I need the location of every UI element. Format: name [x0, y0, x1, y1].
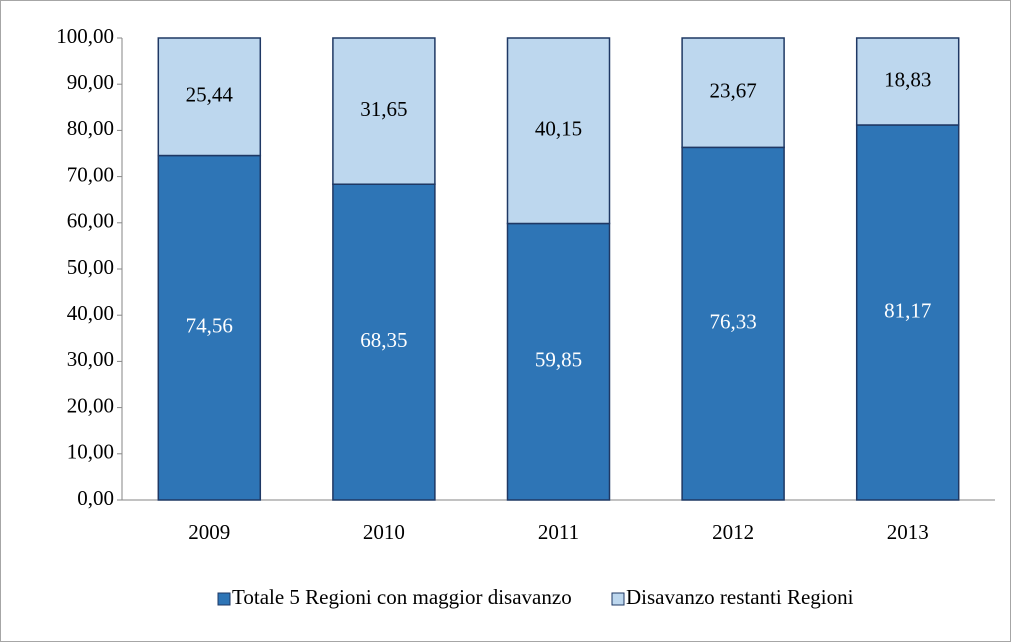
value-label: 68,35: [360, 328, 407, 352]
y-tick-label: 100,00: [56, 24, 114, 48]
value-label: 31,65: [360, 97, 407, 121]
bar-segment: [855, 124, 960, 501]
value-label: 25,44: [186, 83, 234, 107]
bar-segment: [157, 154, 262, 501]
value-label: 74,56: [186, 314, 233, 338]
x-tick-label: 2009: [188, 520, 230, 544]
bar-segment: [681, 37, 785, 149]
value-label: 40,15: [535, 117, 582, 141]
bar-segment: [332, 37, 436, 185]
bar-segment: [157, 37, 262, 157]
bar-segment: [506, 222, 611, 501]
y-tick-label: 90,00: [67, 70, 114, 94]
x-tick-label: 2013: [887, 520, 929, 544]
bar-segment: [332, 183, 436, 501]
bar-segment: [855, 37, 960, 126]
y-tick-label: 30,00: [67, 347, 114, 371]
y-tick-label: 50,00: [67, 255, 114, 279]
value-label: 18,83: [884, 67, 931, 91]
y-tick-label: 60,00: [67, 209, 114, 233]
legend-label: Totale 5 Regioni con maggior disavanzo: [232, 585, 572, 609]
value-label: 81,17: [884, 298, 931, 322]
y-tick-label: 20,00: [67, 393, 114, 417]
bar-segment: [681, 146, 785, 501]
y-tick-label: 70,00: [67, 162, 114, 186]
legend-label: Disavanzo restanti Regioni: [626, 585, 854, 609]
y-tick-label: 10,00: [67, 440, 114, 464]
value-label: 23,67: [709, 78, 756, 102]
x-tick-label: 2010: [363, 520, 405, 544]
value-label: 59,85: [535, 348, 582, 372]
value-label: 76,33: [709, 309, 756, 333]
y-tick-label: 80,00: [67, 116, 114, 140]
y-tick-label: 40,00: [67, 301, 114, 325]
x-tick-label: 2011: [538, 520, 579, 544]
legend-swatch: [217, 592, 231, 606]
legend-swatch: [611, 592, 625, 606]
y-tick-label: 0,00: [77, 486, 114, 510]
x-tick-label: 2012: [712, 520, 754, 544]
bar-segment: [506, 37, 611, 225]
